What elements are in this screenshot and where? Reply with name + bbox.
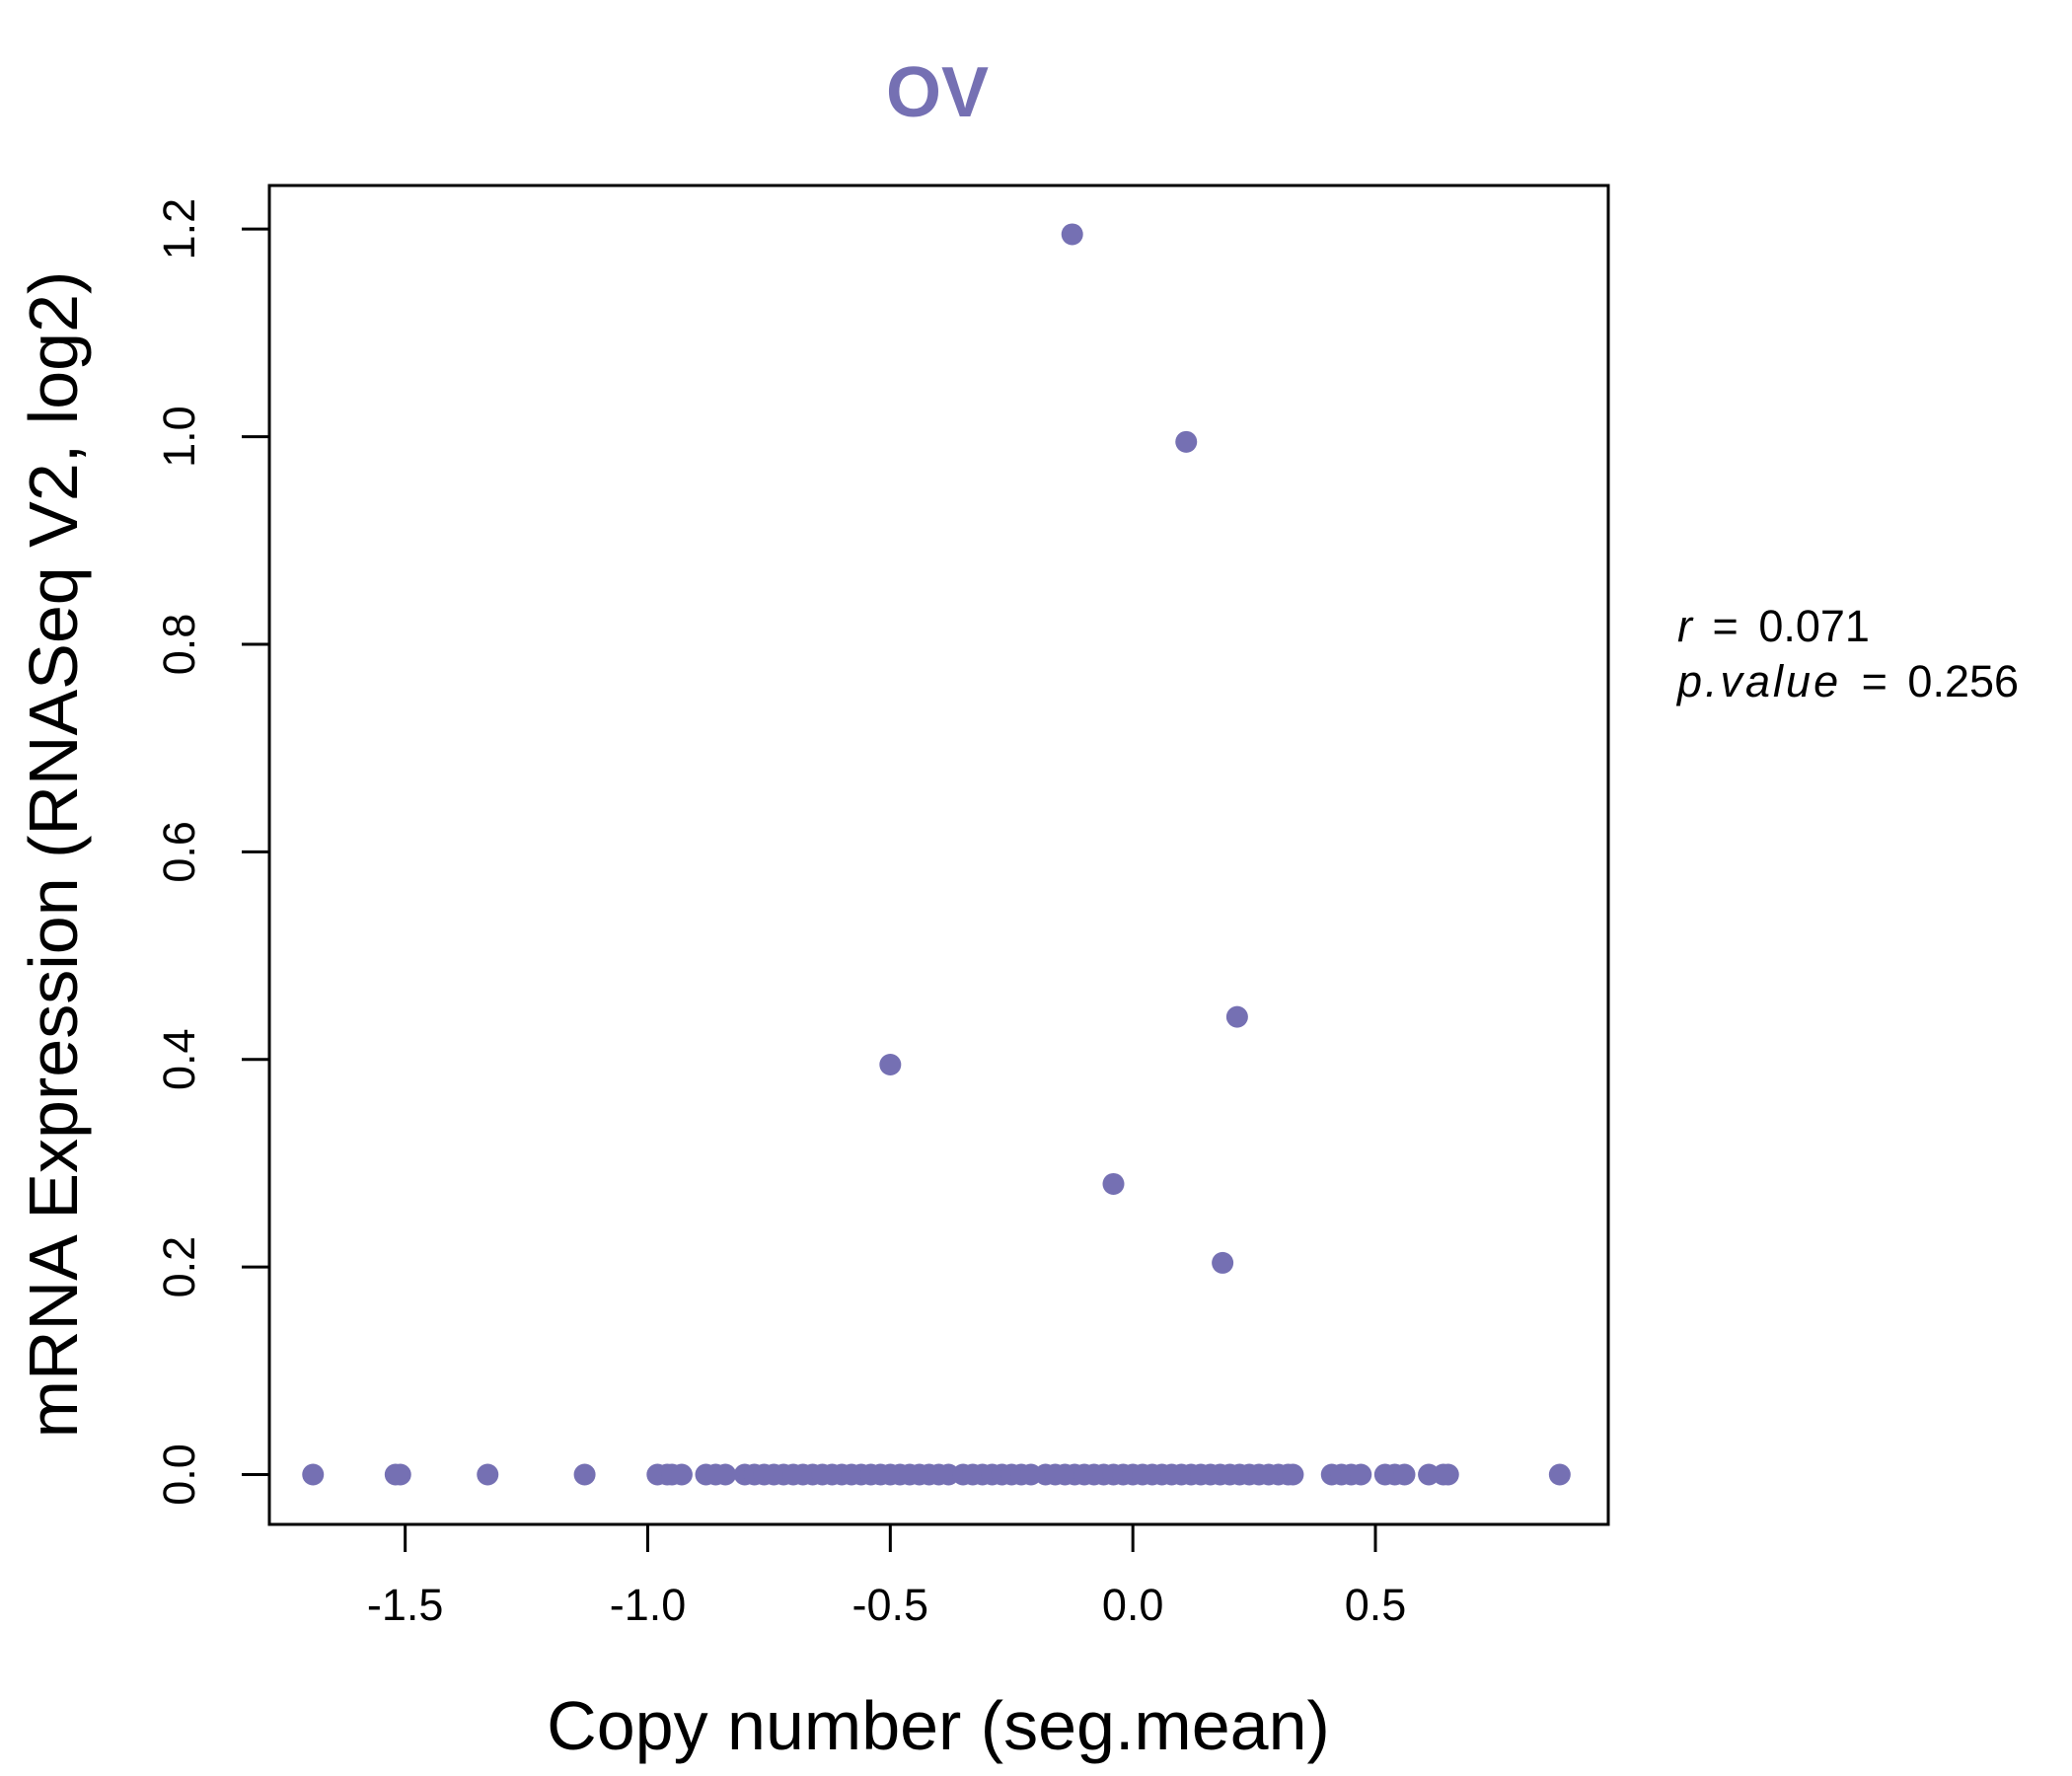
x-axis-label: Copy number (seg.mean) — [547, 1687, 1330, 1764]
y-tick-label: 0.0 — [154, 1443, 204, 1506]
data-point — [389, 1463, 411, 1486]
data-point — [1548, 1463, 1571, 1486]
data-point — [302, 1463, 325, 1486]
data-points — [302, 223, 1571, 1486]
y-tick-label: 0.2 — [154, 1236, 204, 1298]
stats-annotation: r = 0.071 p.value = 0.256 — [1675, 601, 2019, 706]
p-value-statistic: p.value = 0.256 — [1675, 656, 2019, 706]
data-point — [1437, 1463, 1459, 1486]
data-point — [714, 1463, 737, 1486]
data-point — [1350, 1463, 1372, 1486]
r-statistic: r = 0.071 — [1677, 601, 1870, 651]
y-tick-label: 0.6 — [154, 821, 204, 883]
data-point — [1212, 1251, 1234, 1274]
data-point — [573, 1463, 596, 1486]
data-point — [1393, 1463, 1416, 1486]
r-value: 0.071 — [1758, 601, 1870, 651]
p-label: p.value — [1675, 656, 1841, 706]
data-point — [1175, 430, 1198, 453]
y-tick-label: 1.2 — [154, 198, 204, 260]
x-tick-label: -0.5 — [852, 1580, 929, 1630]
p-equals: = — [1862, 656, 1887, 706]
x-tick-label: -1.5 — [367, 1580, 444, 1630]
data-point — [477, 1463, 499, 1486]
y-tick-label: 0.8 — [154, 614, 204, 676]
y-axis-label: mRNA Expression (RNASeq V2, log2) — [15, 271, 92, 1439]
x-tick-label: 0.0 — [1102, 1580, 1164, 1630]
y-tick-label: 0.4 — [154, 1028, 204, 1090]
data-point — [1282, 1463, 1304, 1486]
r-equals: = — [1713, 601, 1739, 651]
x-tick-label: 0.5 — [1345, 1580, 1407, 1630]
p-value: 0.256 — [1907, 656, 2019, 706]
data-point — [879, 1053, 902, 1075]
x-tick-label: -1.0 — [610, 1580, 687, 1630]
data-point — [1225, 1005, 1248, 1028]
data-point — [1102, 1172, 1125, 1195]
chart-title: OV — [886, 53, 989, 132]
x-axis: -1.5 -1.0 -0.5 0.0 0.5 — [367, 1522, 1407, 1630]
y-axis: 0.0 0.2 0.4 0.6 0.8 1.0 1.2 — [154, 198, 271, 1506]
data-point — [670, 1463, 693, 1486]
data-point — [1061, 223, 1083, 246]
y-tick-label: 1.0 — [154, 406, 204, 468]
r-label: r — [1677, 601, 1694, 651]
